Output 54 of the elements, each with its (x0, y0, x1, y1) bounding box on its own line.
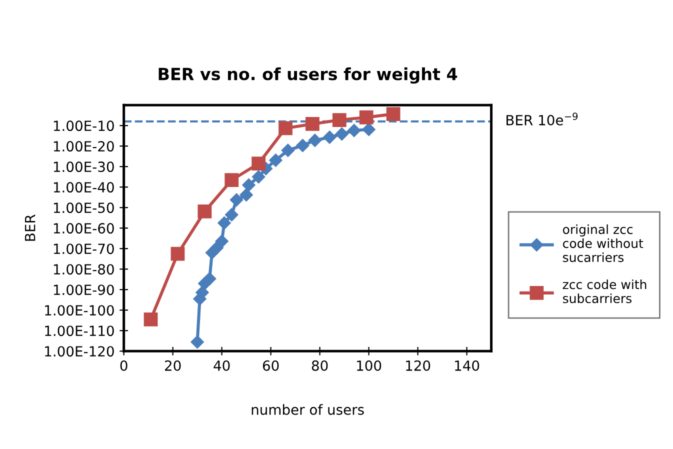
x-tick-label: 60 (262, 360, 279, 371)
y-tick-label: 1.00E-120 (45, 346, 114, 357)
y-tick-label: 1.00E-20 (54, 141, 114, 152)
point (144, 312, 158, 326)
point (202, 272, 216, 286)
point (218, 216, 231, 230)
point (252, 156, 266, 170)
point (215, 234, 228, 248)
point (224, 173, 239, 188)
x-tick-label: 0 (120, 360, 128, 371)
point (269, 154, 282, 167)
x-tick-label: 80 (312, 360, 328, 371)
y-tick-label: 1.00E-80 (54, 264, 114, 275)
y-tick-label: 1.00E-10 (54, 120, 114, 132)
point (335, 127, 348, 141)
y-tick-label: 1.00E-60 (54, 223, 114, 234)
x-tick-label: 120 (406, 360, 430, 371)
point (198, 204, 212, 218)
x-tick-label: 100 (357, 360, 382, 371)
point (386, 107, 400, 122)
y-axis-title: BER (25, 214, 36, 241)
y-tick-label: 1.00E-70 (54, 244, 114, 254)
point (281, 144, 295, 157)
point (240, 188, 253, 202)
point (278, 121, 292, 136)
y-tick-label: 1.00E-30 (54, 162, 114, 172)
point (332, 113, 346, 127)
point (242, 178, 256, 192)
legend-label: original zcc code without sucarriers (562, 224, 644, 262)
point (190, 335, 204, 349)
point (230, 193, 244, 206)
point (308, 134, 322, 147)
y-tick-label: 1.00E-50 (54, 202, 114, 214)
chart-title: BER vs no. of users for weight 4 (158, 67, 458, 84)
point (306, 117, 320, 131)
point (210, 241, 224, 254)
point (170, 246, 185, 261)
point (362, 122, 376, 136)
x-axis-title: number of users (252, 404, 364, 415)
ref-line-label: BER 10e$^{−9}$ (506, 112, 578, 126)
y-tick-label: 1.00E-90 (54, 284, 114, 296)
x-tick-label: 140 (455, 360, 480, 371)
point (359, 110, 374, 124)
x-tick-label: 20 (165, 360, 181, 371)
x-tick-label: 40 (214, 360, 230, 371)
point (225, 208, 238, 222)
y-tick-label: 1.00E-40 (54, 182, 114, 193)
point (252, 170, 266, 184)
point (296, 138, 310, 152)
y-tick-label: 1.00E-110 (45, 326, 114, 336)
y-tick-label: 1.00E-100 (45, 305, 114, 316)
legend-label: zcc code with subcarriers (562, 280, 646, 304)
point (348, 124, 361, 138)
point (323, 130, 336, 144)
